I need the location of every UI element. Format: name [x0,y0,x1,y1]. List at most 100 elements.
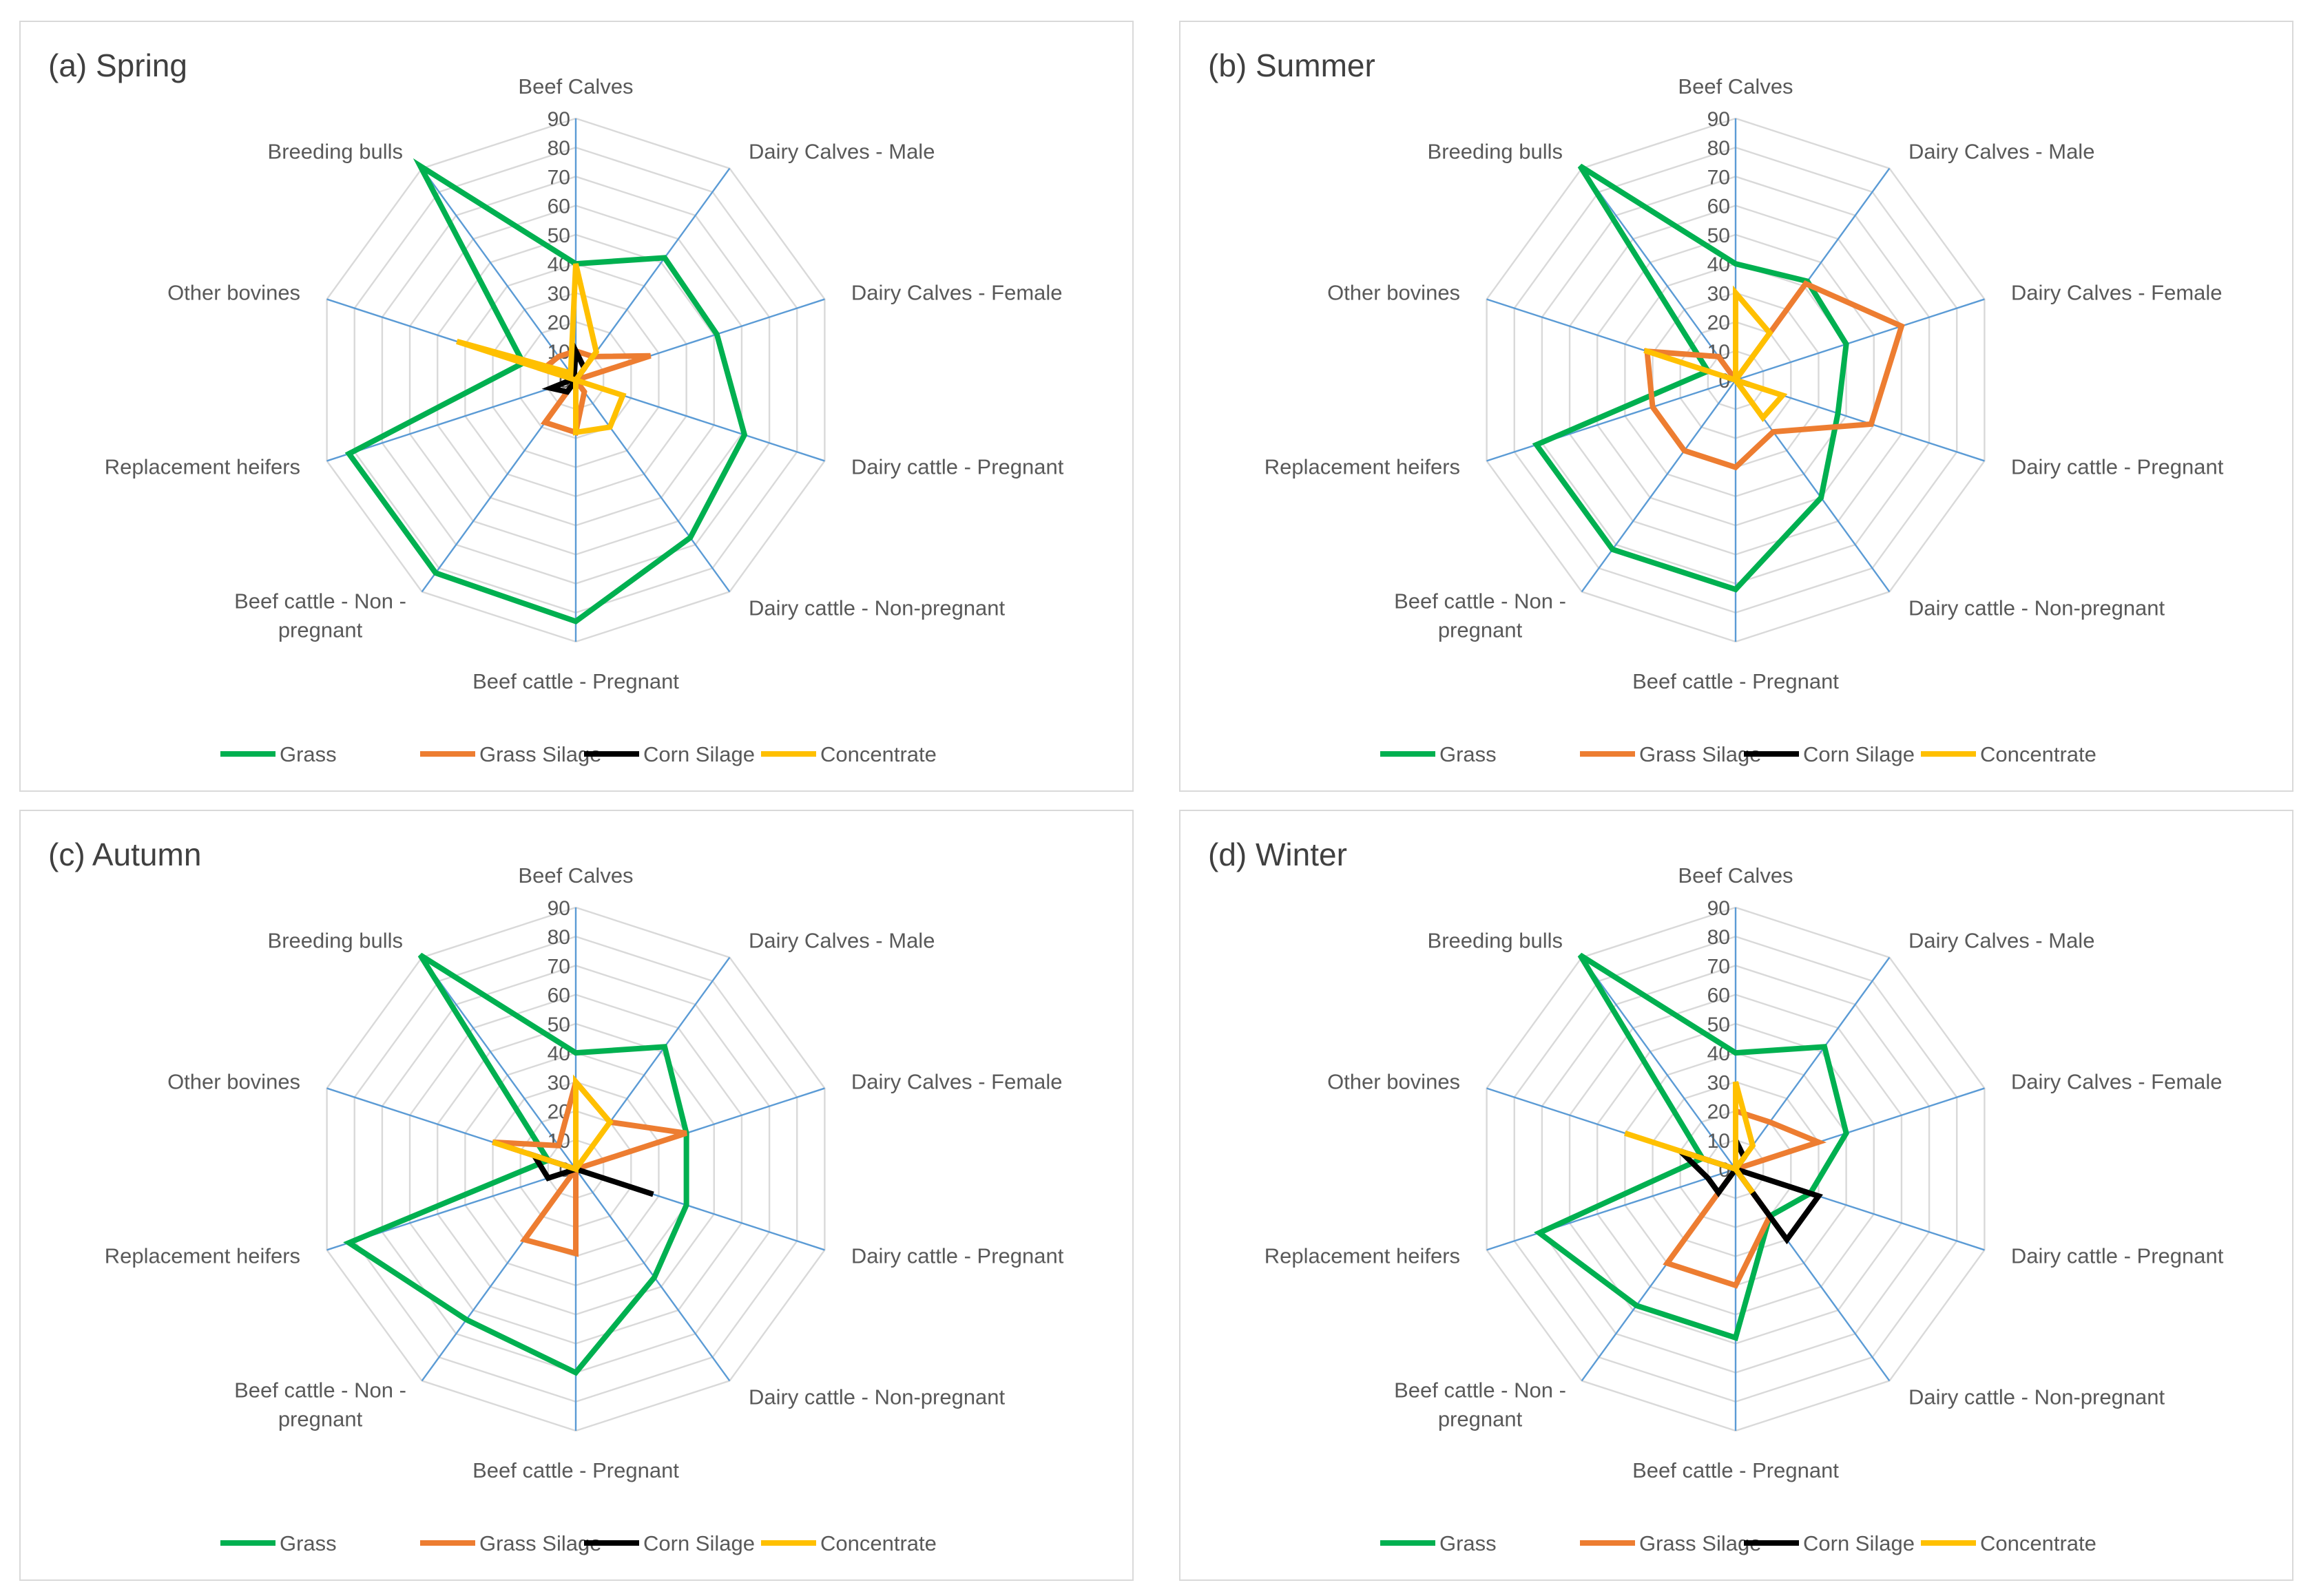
tick-label: 50 [548,224,570,247]
category-labels: Beef Calves Dairy Calves - Male Dairy Calv… [105,863,1064,1482]
tick-label: 30 [548,1071,570,1094]
tick-label: 60 [548,985,570,1007]
tick-label: 80 [548,926,570,949]
axis-spoke [1735,298,1985,381]
category-label: Beef cattle - Non -pregnant [234,589,406,642]
series-line-grass-silage [1644,280,1905,471]
category-label: Dairy cattle - Pregnant [851,1244,1064,1268]
tick-label: 30 [1707,1071,1730,1094]
category-label: Dairy Calves - Female [851,280,1063,304]
category-label: Replacement heifers [1265,1244,1460,1268]
category-labels: Beef Calves Dairy Calves - Male Dairy Calv… [1265,863,2224,1482]
category-label: Other bovines [167,280,300,304]
category-label: Beef Calves [1678,863,1793,888]
tick-label: 30 [1707,282,1730,305]
category-label: Dairy cattle - Non-pregnant [1908,596,2165,620]
legend-label-grass: Grass [280,1531,337,1555]
series-lines [344,158,748,624]
series-lines [343,952,689,1376]
tick-label: 20 [1707,312,1730,335]
tick-label: 60 [1707,985,1730,1007]
axis-spoke [1581,167,1736,381]
tick-label: 20 [548,312,570,335]
category-labels: Beef Calves Dairy Calves - Male Dairy Calv… [105,74,1064,693]
panel-title: (d) Winter [1208,837,1347,872]
category-label: Beef Calves [1678,74,1793,98]
tick-label: 20 [1707,1101,1730,1124]
legend-label-corn-silage: Corn Silage [643,742,755,766]
category-label: Beef Calves [518,74,633,98]
category-label: Beef cattle - Pregnant [472,1458,679,1482]
category-label: Dairy Calves - Female [2011,1069,2223,1093]
category-label: Beef cattle - Pregnant [472,669,679,693]
category-label: Dairy Calves - Male [1908,139,2094,163]
axis-spoke [575,167,731,381]
axis-spoke [1486,379,1736,462]
legend-label-grass: Grass [1439,1531,1497,1555]
legend-label-grass-silage: Grass Silage [1639,742,1761,766]
axis-spoke [1581,379,1736,593]
legend-label-grass: Grass [280,742,337,766]
axis-spoke [1486,1168,1736,1251]
series-lines [1534,952,1849,1341]
tick-label: 80 [1707,926,1730,949]
category-label: Beef cattle - Non -pregnant [1394,1378,1566,1431]
series-line-grass-silage [492,1075,687,1257]
category-label: Beef cattle - Pregnant [1632,669,1839,693]
category-labels: Beef Calves Dairy Calves - Male Dairy Calv… [1265,74,2224,693]
axis-spoke [326,379,576,462]
panel-title: (c) Autumn [48,837,202,872]
category-label: Beef cattle - Non -pregnant [234,1378,406,1431]
category-label: Other bovines [1327,280,1460,304]
category-label: Dairy cattle - Non-pregnant [1908,1385,2165,1409]
tick-label: 70 [1707,955,1730,978]
category-label: Other bovines [167,1069,300,1093]
legend-label-grass-silage: Grass Silage [479,1531,601,1555]
panel-title: (b) Summer [1208,48,1375,83]
category-label: Breeding bulls [1428,139,1563,163]
category-label: Dairy cattle - Non-pregnant [749,596,1006,620]
tick-label: 60 [1707,196,1730,218]
series-line-concentrate [456,263,627,436]
tick-label: 90 [548,897,570,920]
category-label: Breeding bulls [1428,928,1563,952]
legend-label-corn-silage: Corn Silage [643,1531,755,1555]
legend-label-corn-silage: Corn Silage [1803,742,1915,766]
category-label: Dairy Calves - Female [2011,280,2223,304]
category-label: Replacement heifers [105,1244,300,1268]
legend: Grass Grass Silage Corn Silage Concentrate [1380,742,2096,766]
series-line-concentrate [492,1074,614,1173]
legend-label-concentrate: Concentrate [1980,1531,2096,1555]
tick-label: 80 [1707,137,1730,160]
legend-label-grass-silage: Grass Silage [1639,1531,1761,1555]
series-line-concentrate [1624,1081,1756,1195]
legend: Grass Grass Silage Corn Silage Concentrate [220,1531,937,1555]
tick-label: 50 [1707,1014,1730,1036]
axis-spokes [1486,907,1985,1431]
category-label: Dairy cattle - Non-pregnant [749,1385,1006,1409]
tick-label: 50 [548,1014,570,1036]
category-label: Dairy cattle - Pregnant [2011,455,2224,479]
category-label: Dairy Calves - Female [851,1069,1063,1093]
legend-label-concentrate: Concentrate [1980,742,2096,766]
category-label: Breeding bulls [268,928,403,952]
legend: Grass Grass Silage Corn Silage Concentrate [220,742,937,766]
category-label: Replacement heifers [105,455,300,479]
series-lines [1532,163,1905,593]
series-line-grass [1532,163,1849,593]
tick-label: 10 [1707,1130,1730,1153]
category-label: Beef cattle - Pregnant [1632,1458,1839,1482]
legend-label-corn-silage: Corn Silage [1803,1531,1915,1555]
axis-spoke [421,167,576,381]
series-line-grass [343,952,689,1376]
category-label: Beef Calves [518,863,633,888]
legend-label-concentrate: Concentrate [820,742,937,766]
tick-label: 70 [548,166,570,189]
